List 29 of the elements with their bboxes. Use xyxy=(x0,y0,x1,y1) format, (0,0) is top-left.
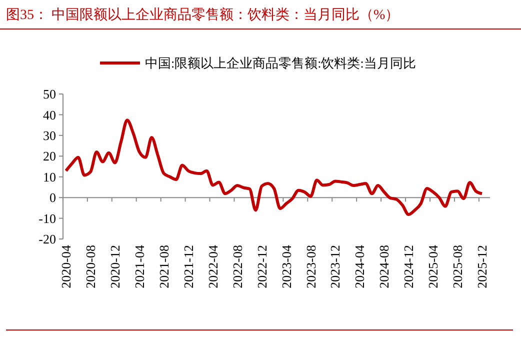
y-tick-label: 0 xyxy=(50,190,56,206)
x-tick-label: 2023-04 xyxy=(278,244,294,288)
x-tick-label: 2022-12 xyxy=(254,245,270,288)
line-series xyxy=(64,118,484,216)
x-tick-label: 2024-04 xyxy=(352,244,368,288)
chart-title: 图35： 中国限额以上企业商品零售额：饮料类：当月同比（%） xyxy=(6,7,400,23)
y-tick-label: -20 xyxy=(38,232,56,247)
y-tick-label: 10 xyxy=(43,169,56,184)
x-tick-label: 2023-08 xyxy=(303,245,318,288)
y-tick-label: -10 xyxy=(38,210,56,226)
x-tick-label: 2020-12 xyxy=(107,245,122,288)
x-tick-label: 2020-04 xyxy=(58,244,74,288)
x-tick-label: 2022-08 xyxy=(230,245,245,288)
x-tick-label: 2021-12 xyxy=(180,245,196,288)
y-tick-label: 50 xyxy=(43,86,56,102)
y-tick-label: 20 xyxy=(43,148,56,164)
x-tick-label: 2024-12 xyxy=(401,245,416,288)
x-tick-label: 2020-08 xyxy=(83,245,98,288)
x-tick-label: 2025-04 xyxy=(426,244,441,288)
legend-label: 中国:限额以上企业商品零售额:饮料类:当月同比 xyxy=(145,56,416,71)
x-tick-label: 2025-08 xyxy=(450,245,466,288)
x-tick-label: 2021-04 xyxy=(132,244,147,288)
x-tick-label: 2025-12 xyxy=(474,245,490,288)
x-tick-label: 2021-08 xyxy=(156,245,172,288)
y-tick-label: 40 xyxy=(43,107,56,122)
x-tick-label: 2022-04 xyxy=(205,244,220,288)
x-tick-label: 2024-08 xyxy=(376,245,392,288)
y-tick-label: 30 xyxy=(43,128,56,143)
x-tick-label: 2023-12 xyxy=(328,245,343,288)
